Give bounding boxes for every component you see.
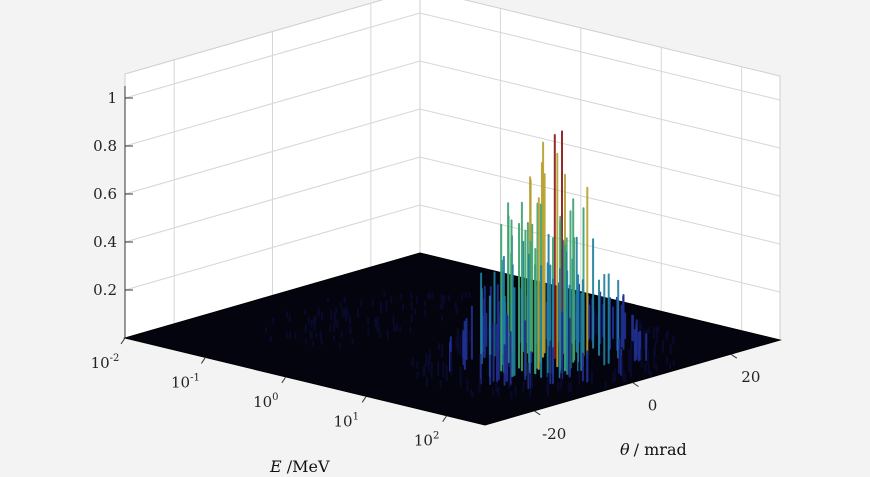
x-tick-label: 101 (333, 411, 358, 430)
x-tick-mark (200, 357, 206, 364)
y-axis-label: θ / mrad (620, 440, 687, 459)
x-tick-mark (442, 415, 448, 423)
z-tick-label: 0.4 (93, 233, 117, 251)
x-tick-label: 100 (253, 392, 278, 411)
z-tick-label: 0.2 (93, 281, 117, 299)
x-tick-mark (361, 396, 367, 403)
y-tick-label: -20 (542, 425, 566, 443)
z-tick-label: 0.6 (93, 185, 117, 203)
z-axis-ticks: 0.2 0.4 0.6 0.8 1 (93, 86, 133, 338)
grid-line-z (124, 12, 781, 101)
grid-lines (124, 3, 781, 331)
x-axis-ticks: 10-2 10-1 100 101 102 (91, 337, 448, 450)
z-tick-label: 1 (107, 89, 117, 107)
x-tick-label: 10-1 (171, 372, 200, 391)
grid-line-z (124, 60, 781, 149)
y-tick-label: 0 (648, 397, 658, 415)
grid-line-z (124, 156, 781, 245)
x-tick-mark (120, 337, 126, 345)
floor-surface (123, 252, 782, 426)
y-tick-mark (632, 382, 639, 387)
grid-line-z (124, 204, 781, 293)
x-tick-label: 102 (414, 431, 439, 450)
grid-line-z (124, 108, 781, 197)
surface-spikes (265, 130, 675, 399)
x-tick-mark (281, 376, 287, 384)
y-axis-ticks: -20 0 20 (533, 353, 760, 443)
z-tick-label: 0.8 (93, 137, 117, 155)
x-axis-label: E /MeV (269, 457, 330, 476)
y-tick-mark (730, 353, 738, 359)
y-tick-label: 20 (741, 368, 760, 386)
y-tick-mark (533, 410, 541, 416)
x-tick-label: 10-2 (91, 353, 120, 372)
floor-plane (123, 252, 782, 426)
